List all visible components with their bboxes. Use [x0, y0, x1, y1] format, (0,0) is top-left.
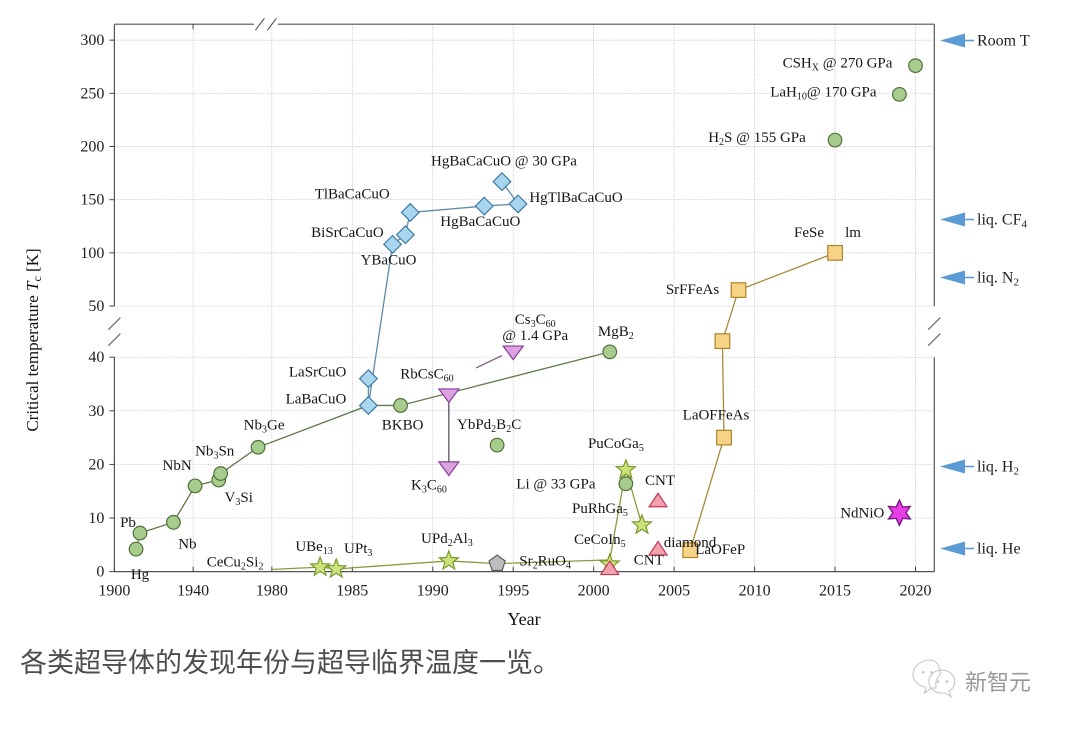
svg-text:FeSe: FeSe	[794, 225, 824, 241]
svg-text:1940: 1940	[177, 583, 209, 600]
svg-text:MgB2: MgB2	[598, 324, 634, 342]
svg-text:2010: 2010	[739, 583, 771, 600]
svg-text:LaBaCuO: LaBaCuO	[286, 392, 347, 408]
svg-text:Sr2RuO4: Sr2RuO4	[519, 554, 571, 572]
svg-text:LaOFeP: LaOFeP	[695, 542, 745, 558]
svg-text:新智元: 新智元	[965, 670, 1031, 695]
svg-text:1980: 1980	[256, 583, 288, 600]
svg-text:2005: 2005	[658, 583, 690, 600]
svg-text:1985: 1985	[336, 583, 368, 600]
svg-text:@ 1.4 GPa: @ 1.4 GPa	[502, 328, 568, 344]
svg-text:50: 50	[88, 298, 104, 315]
svg-text:liq. CF4: liq. CF4	[977, 212, 1027, 231]
svg-text:250: 250	[80, 85, 104, 102]
svg-text:40: 40	[88, 349, 104, 366]
svg-text:HgBaCaCuO: HgBaCaCuO	[440, 214, 520, 230]
svg-text:20: 20	[88, 456, 104, 473]
svg-text:Room T: Room T	[977, 33, 1030, 50]
svg-text:100: 100	[80, 245, 104, 262]
svg-text:Pb: Pb	[120, 515, 136, 531]
svg-text:NbN: NbN	[163, 458, 192, 474]
svg-text:200: 200	[80, 139, 104, 156]
svg-text:1900: 1900	[98, 583, 130, 600]
svg-text:LaOFFeAs: LaOFFeAs	[683, 408, 750, 424]
svg-text:各类超导体的发现年份与超导临界温度一览。: 各类超导体的发现年份与超导临界温度一览。	[20, 648, 560, 678]
svg-text:YBaCuO: YBaCuO	[361, 252, 417, 268]
svg-text:300: 300	[80, 32, 104, 49]
svg-text:30: 30	[88, 403, 104, 420]
svg-text:lm: lm	[845, 225, 861, 241]
svg-text:CeCoIn5: CeCoIn5	[574, 532, 626, 550]
svg-text:10: 10	[88, 510, 104, 527]
svg-text:BiSrCaCuO: BiSrCaCuO	[311, 225, 384, 241]
svg-text:PuRhGa5: PuRhGa5	[572, 501, 628, 519]
svg-text:Critical temperature Tc [K]: Critical temperature Tc [K]	[23, 248, 44, 431]
svg-text:NdNiO: NdNiO	[840, 506, 884, 522]
svg-text:HgBaCaCuO @ 30 GPa: HgBaCaCuO @ 30 GPa	[431, 154, 577, 170]
svg-text:LaSrCuO: LaSrCuO	[289, 365, 347, 381]
svg-text:150: 150	[80, 192, 104, 209]
svg-text:2020: 2020	[900, 583, 932, 600]
svg-text:2015: 2015	[819, 583, 851, 600]
svg-text:BKBO: BKBO	[382, 418, 424, 434]
svg-text:YbPd2B2C: YbPd2B2C	[457, 417, 521, 435]
svg-text:1995: 1995	[497, 583, 529, 600]
svg-text:liq. He: liq. He	[977, 541, 1021, 558]
svg-text:CeCu2Si2: CeCu2Si2	[207, 554, 264, 572]
svg-text:HgTlBaCaCuO: HgTlBaCaCuO	[529, 190, 622, 206]
svg-text:LaH10@ 170 GPa: LaH10@ 170 GPa	[770, 84, 877, 102]
svg-text:Li @ 33 GPa: Li @ 33 GPa	[516, 477, 596, 493]
svg-text:SrFFeAs: SrFFeAs	[666, 282, 720, 298]
svg-text:Nb: Nb	[178, 536, 196, 552]
svg-text:0: 0	[96, 564, 104, 581]
svg-text:2000: 2000	[578, 583, 610, 600]
svg-text:1990: 1990	[417, 583, 449, 600]
svg-text:UPd2Al3: UPd2Al3	[421, 531, 473, 549]
svg-text:Hg: Hg	[131, 567, 150, 583]
svg-text:PuCoGa5: PuCoGa5	[588, 436, 644, 454]
svg-text:TlBaCaCuO: TlBaCaCuO	[315, 186, 390, 202]
svg-text:Year: Year	[507, 609, 540, 629]
svg-text:CNT: CNT	[645, 473, 675, 489]
svg-text:liq. N2: liq. N2	[977, 270, 1019, 289]
svg-text:CNT: CNT	[634, 553, 664, 569]
svg-text:CSHX @ 270 GPa: CSHX @ 270 GPa	[783, 56, 893, 74]
svg-text:liq. H2: liq. H2	[977, 459, 1019, 478]
